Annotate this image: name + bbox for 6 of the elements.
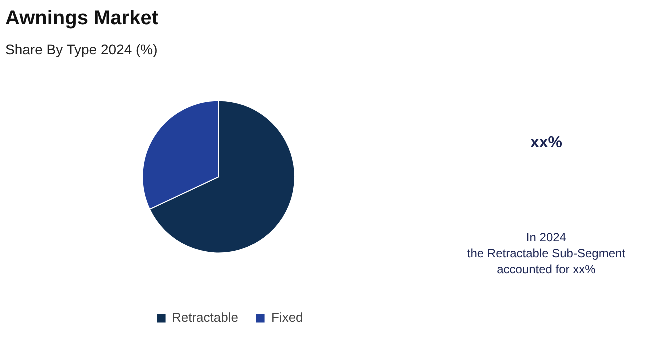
text: In 2024 the Retractable Sub-Segment accounted for xx% [467, 230, 626, 276]
text: xx% [530, 134, 562, 152]
chart-subtitle: Share By Type 2024 (%) [6, 42, 158, 58]
chart-title: Awnings Market [6, 8, 159, 30]
legend-label: Retractable [172, 310, 238, 325]
legend-label: Fixed [271, 310, 304, 325]
